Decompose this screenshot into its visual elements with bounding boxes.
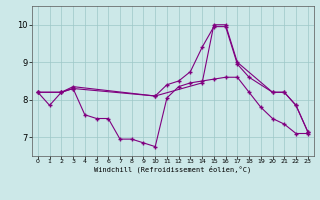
X-axis label: Windchill (Refroidissement éolien,°C): Windchill (Refroidissement éolien,°C) [94, 166, 252, 173]
